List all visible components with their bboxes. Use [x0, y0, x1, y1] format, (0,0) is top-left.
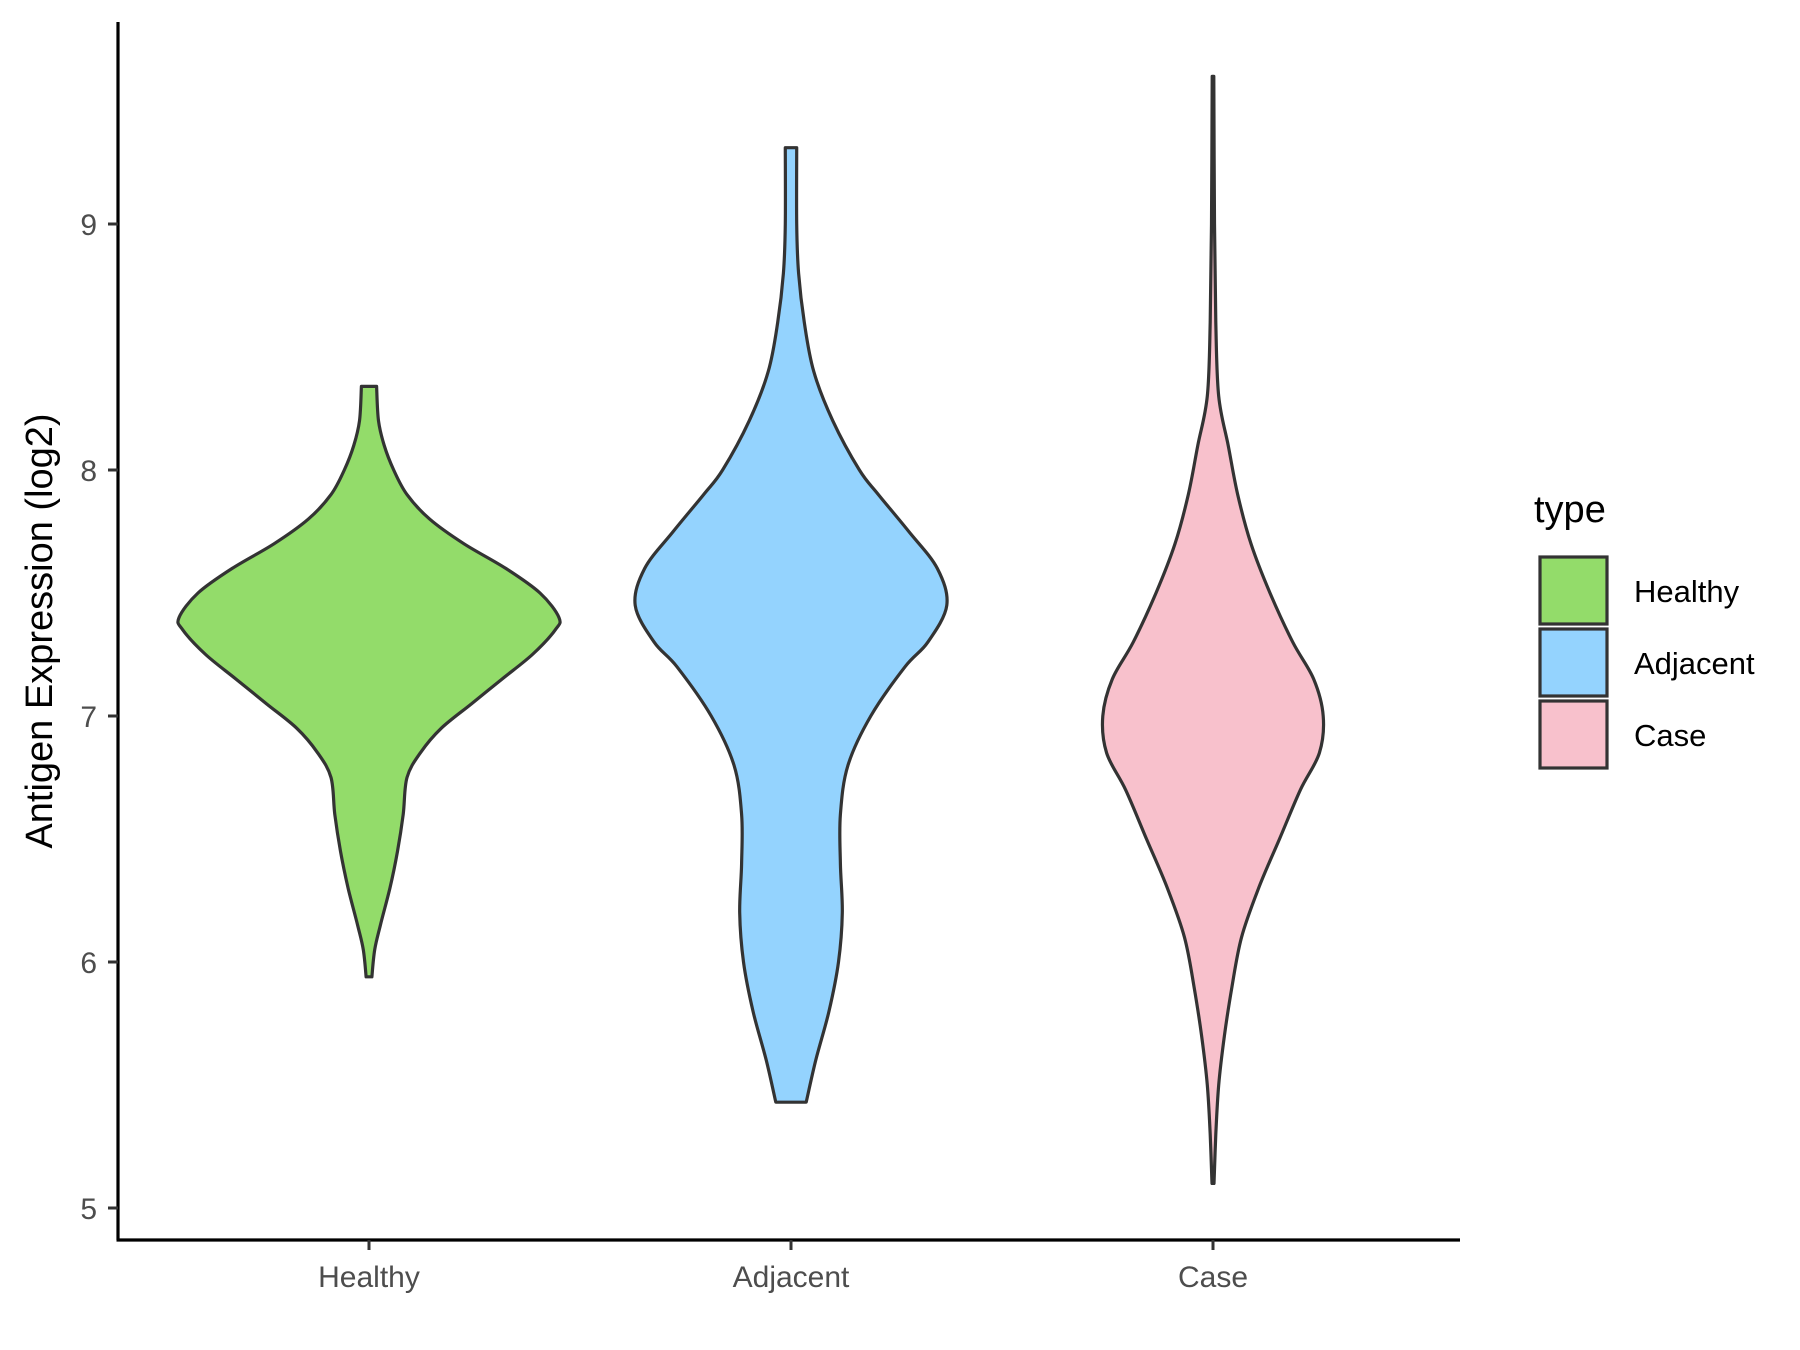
y-axis-title: Antigen Expression (log2) — [19, 413, 61, 848]
legend-label-healthy: Healthy — [1634, 574, 1740, 609]
x-tick-label-adjacent: Adjacent — [733, 1261, 850, 1294]
y-tick-label: 6 — [80, 947, 97, 980]
violin-case — [1100, 74, 1326, 1185]
violin-layer — [176, 74, 1326, 1185]
y-axis-ticks: 5 6 7 8 9 — [80, 209, 118, 1226]
legend-key-healthy — [1538, 555, 1609, 626]
violin-adjacent — [633, 146, 949, 1104]
x-axis-ticks: Healthy Adjacent Case — [318, 1240, 1248, 1294]
legend-label-case: Case — [1634, 718, 1706, 753]
y-tick-label: 9 — [80, 209, 97, 242]
x-tick-label-healthy: Healthy — [318, 1261, 420, 1294]
violin-healthy — [176, 384, 562, 979]
legend-title: type — [1534, 489, 1606, 531]
x-tick-label-case: Case — [1178, 1261, 1248, 1294]
y-tick-label: 5 — [80, 1193, 97, 1226]
y-tick-label: 7 — [80, 701, 97, 734]
legend: type Healthy Adjacent Case — [1534, 489, 1755, 770]
legend-label-adjacent: Adjacent — [1634, 646, 1755, 681]
legend-key-case — [1538, 699, 1609, 770]
y-tick-label: 8 — [80, 455, 97, 488]
legend-key-adjacent — [1538, 627, 1609, 698]
